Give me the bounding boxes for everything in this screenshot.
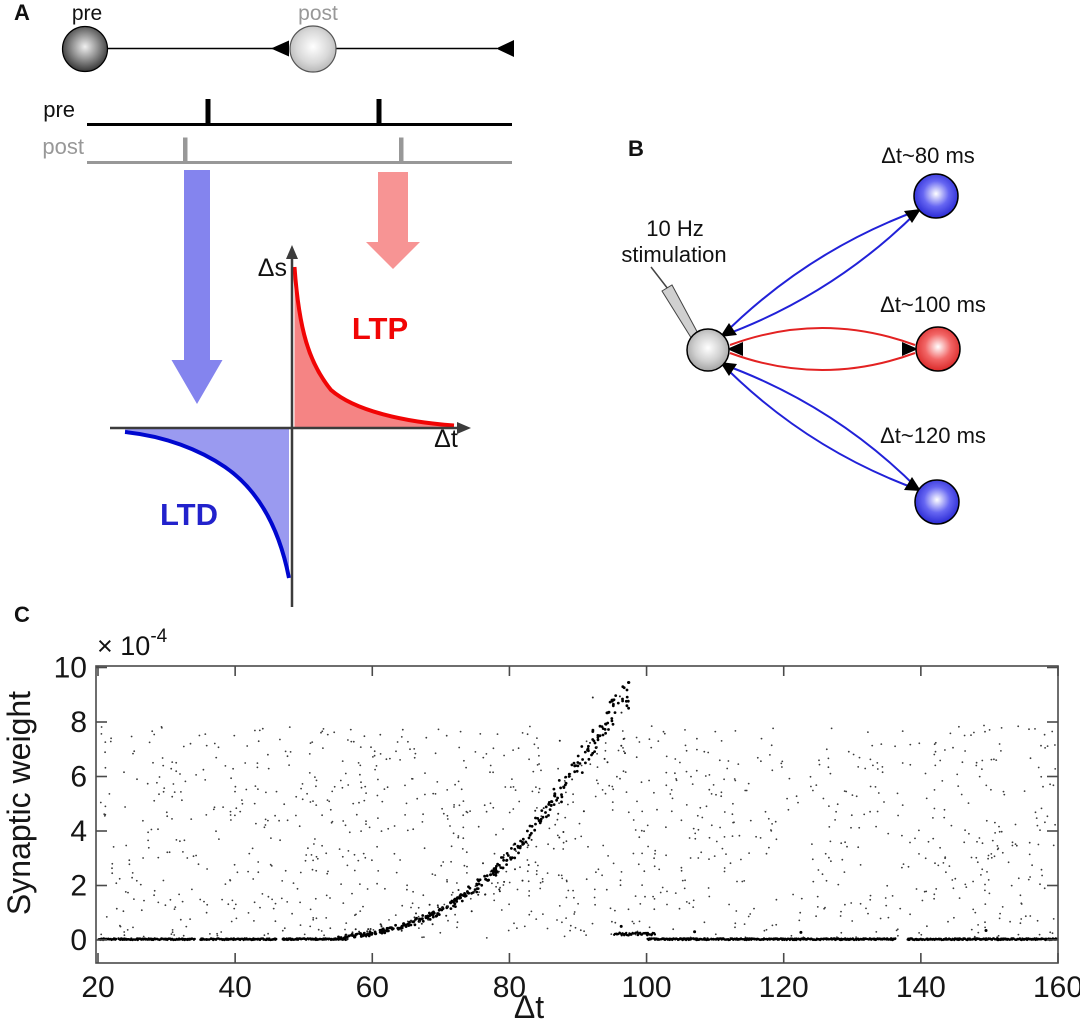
x-tick-label: 120: [759, 971, 809, 1004]
y-tick-label: 8: [70, 706, 87, 739]
x-axis-title: Δt: [514, 989, 544, 1025]
x-tick-label: 20: [81, 971, 114, 1004]
pre-trace-label: pre: [43, 97, 75, 122]
electrode-wire: [650, 266, 669, 290]
synapse-terminal-icon: [904, 477, 921, 491]
panel-b-label: B: [628, 136, 644, 161]
post-spike-1: [183, 137, 188, 163]
x-tick-label: 60: [356, 971, 389, 1004]
x-tick-label: 80: [493, 971, 526, 1004]
x-tick-label: 100: [622, 971, 672, 1004]
panel-b: B Δt~80 ms Δt~100 ms: [621, 136, 986, 525]
neuron-120ms-sphere: [914, 479, 960, 525]
panel-a: A pre post pre post Δs Δt LTP LTD: [14, 0, 514, 607]
ltd-curve: [124, 430, 291, 579]
loop-arc: [721, 209, 920, 337]
post-spike-2: [399, 137, 404, 163]
dt-100ms-label: Δt~100 ms: [880, 292, 986, 317]
ltp-curve: [292, 266, 455, 428]
loop-arc: [721, 209, 920, 337]
y-scale-base: × 10: [97, 631, 150, 661]
y-scale-exponent: -4: [150, 626, 167, 647]
post-neuron-sphere: [289, 25, 337, 73]
loop-arc: [721, 363, 920, 491]
stimulation-label-line1: 10 Hz: [646, 216, 703, 241]
y-axis-title: Synaptic weight: [1, 691, 37, 915]
axis-ticks: 20 40 60 80 100 120 140 160 0 2 4 6 8 10: [54, 652, 1080, 1005]
x-tick-label: 40: [218, 971, 251, 1004]
loop-arc: [729, 352, 916, 371]
dt-80ms-label: Δt~80 ms: [881, 143, 975, 168]
pre-spike-1: [205, 99, 211, 125]
ltp-label: LTP: [352, 311, 408, 346]
ltp-arrow-icon: [366, 172, 420, 269]
ltd-label: LTD: [160, 497, 218, 532]
scatter-points: [97, 681, 1058, 942]
y-tick-label: 4: [70, 815, 87, 848]
loop-arc: [721, 363, 920, 491]
plot-frame: [95, 665, 1059, 964]
x-tick-label: 140: [896, 971, 946, 1004]
y-tick-label: 2: [70, 870, 87, 903]
synapse-terminal-icon: [720, 362, 737, 376]
post-trace-label: post: [42, 134, 84, 159]
pre-spike-2: [376, 99, 382, 125]
panel-a-label: A: [14, 0, 30, 25]
ltp-area: [294, 267, 454, 428]
panel-c: C × 10-4 20 40 60 80 100 120 140 160 0 2 4 6 8 10 Syn…: [1, 602, 1080, 1025]
synapse-terminal-icon: [720, 323, 737, 337]
stimulated-neuron-sphere: [686, 328, 730, 372]
neuron-100ms-sphere: [915, 326, 961, 372]
synapse-terminal-icon: [271, 40, 289, 57]
dt-120ms-label: Δt~120 ms: [880, 423, 986, 448]
y-axis-arrow-icon: [286, 245, 298, 259]
y-tick-label: 10: [54, 652, 87, 685]
stimulation-label-line2: stimulation: [621, 242, 726, 267]
synapse-terminal-icon: [496, 40, 514, 57]
x-axis-arrow-icon: [457, 422, 471, 434]
ltd-arrow-icon: [171, 170, 223, 404]
pre-neuron-sphere: [61, 25, 109, 73]
ltd-area: [125, 428, 289, 578]
connection-80ms: [720, 209, 921, 337]
y-tick-label: 0: [70, 924, 87, 957]
connection-100ms: [727, 327, 918, 371]
x-tick-label: 160: [1033, 971, 1080, 1004]
connection-120ms: [720, 362, 921, 491]
synapse-terminal-icon: [727, 342, 743, 356]
stdp-x-label: Δt: [434, 425, 458, 453]
loop-arc: [729, 327, 916, 346]
neuron-80ms-sphere: [913, 173, 959, 219]
pre-neuron-label: pre: [72, 2, 102, 25]
y-scale-label: × 10-4: [97, 626, 168, 661]
stdp-y-label: Δs: [258, 254, 287, 282]
panel-c-label: C: [14, 602, 30, 627]
synapse-terminal-icon: [904, 209, 921, 223]
y-tick-label: 6: [70, 761, 87, 794]
post-neuron-label: post: [298, 2, 338, 25]
synapse-terminal-icon: [902, 342, 918, 356]
